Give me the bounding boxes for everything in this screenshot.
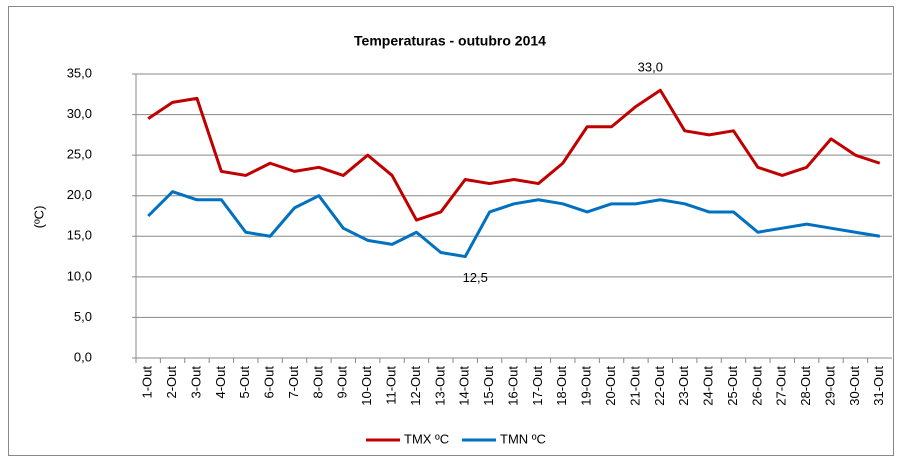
y-tick-label: 25,0 [67,147,92,162]
x-tick-label: 8-Out [310,366,325,399]
x-tick-label: 30-Out [847,366,862,406]
x-tick-label: 31-Out [871,366,886,406]
y-axis-label: (ºC) [31,206,46,229]
data-label: 12,5 [463,270,488,285]
x-tick-label: 5-Out [237,366,252,399]
x-tick-label: 6-Out [262,366,277,399]
y-tick-label: 0,0 [74,349,92,364]
x-tick-label: 16-Out [505,366,520,406]
x-tick-label: 7-Out [286,366,301,399]
chart-border [8,6,894,456]
x-tick-label: 24-Out [701,366,716,406]
y-tick-label: 15,0 [67,228,92,243]
x-tick-label: 29-Out [822,366,837,406]
x-tick-label: 9-Out [335,366,350,399]
y-tick-label: 30,0 [67,106,92,121]
x-tick-label: 23-Out [676,366,691,406]
y-tick-label: 10,0 [67,268,92,283]
legend-label: TMN ºC [500,431,546,446]
x-tick-label: 18-Out [554,366,569,406]
legend-label: TMX ºC [404,431,449,446]
y-tick-label: 35,0 [67,65,92,80]
x-tick-label: 20-Out [603,366,618,406]
x-tick-label: 21-Out [627,366,642,406]
y-tick-label: 5,0 [74,309,92,324]
x-tick-label: 17-Out [530,366,545,406]
series-line [147,190,881,259]
y-tick-label: 20,0 [67,187,92,202]
x-tick-label: 10-Out [359,366,374,406]
x-tick-label: 13-Out [432,366,447,406]
x-tick-label: 26-Out [749,366,764,406]
x-tick-label: 27-Out [774,366,789,406]
x-tick-label: 1-Out [140,366,155,399]
chart-title: Temperaturas - outubro 2014 [354,33,546,49]
x-tick-label: 3-Out [188,366,203,399]
x-tick-label: 12-Out [408,366,423,406]
data-label: 33,0 [638,60,663,75]
x-tick-label: 15-Out [481,366,496,406]
x-tick-label: 2-Out [164,366,179,399]
x-tick-label: 11-Out [384,366,399,405]
x-tick-label: 25-Out [725,366,740,406]
x-tick-label: 4-Out [213,366,228,399]
x-tick-label: 28-Out [798,366,813,406]
x-tick-label: 22-Out [652,366,667,406]
x-tick-label: 19-Out [579,366,594,406]
x-tick-label: 14-Out [457,366,472,406]
series-line [147,88,881,222]
